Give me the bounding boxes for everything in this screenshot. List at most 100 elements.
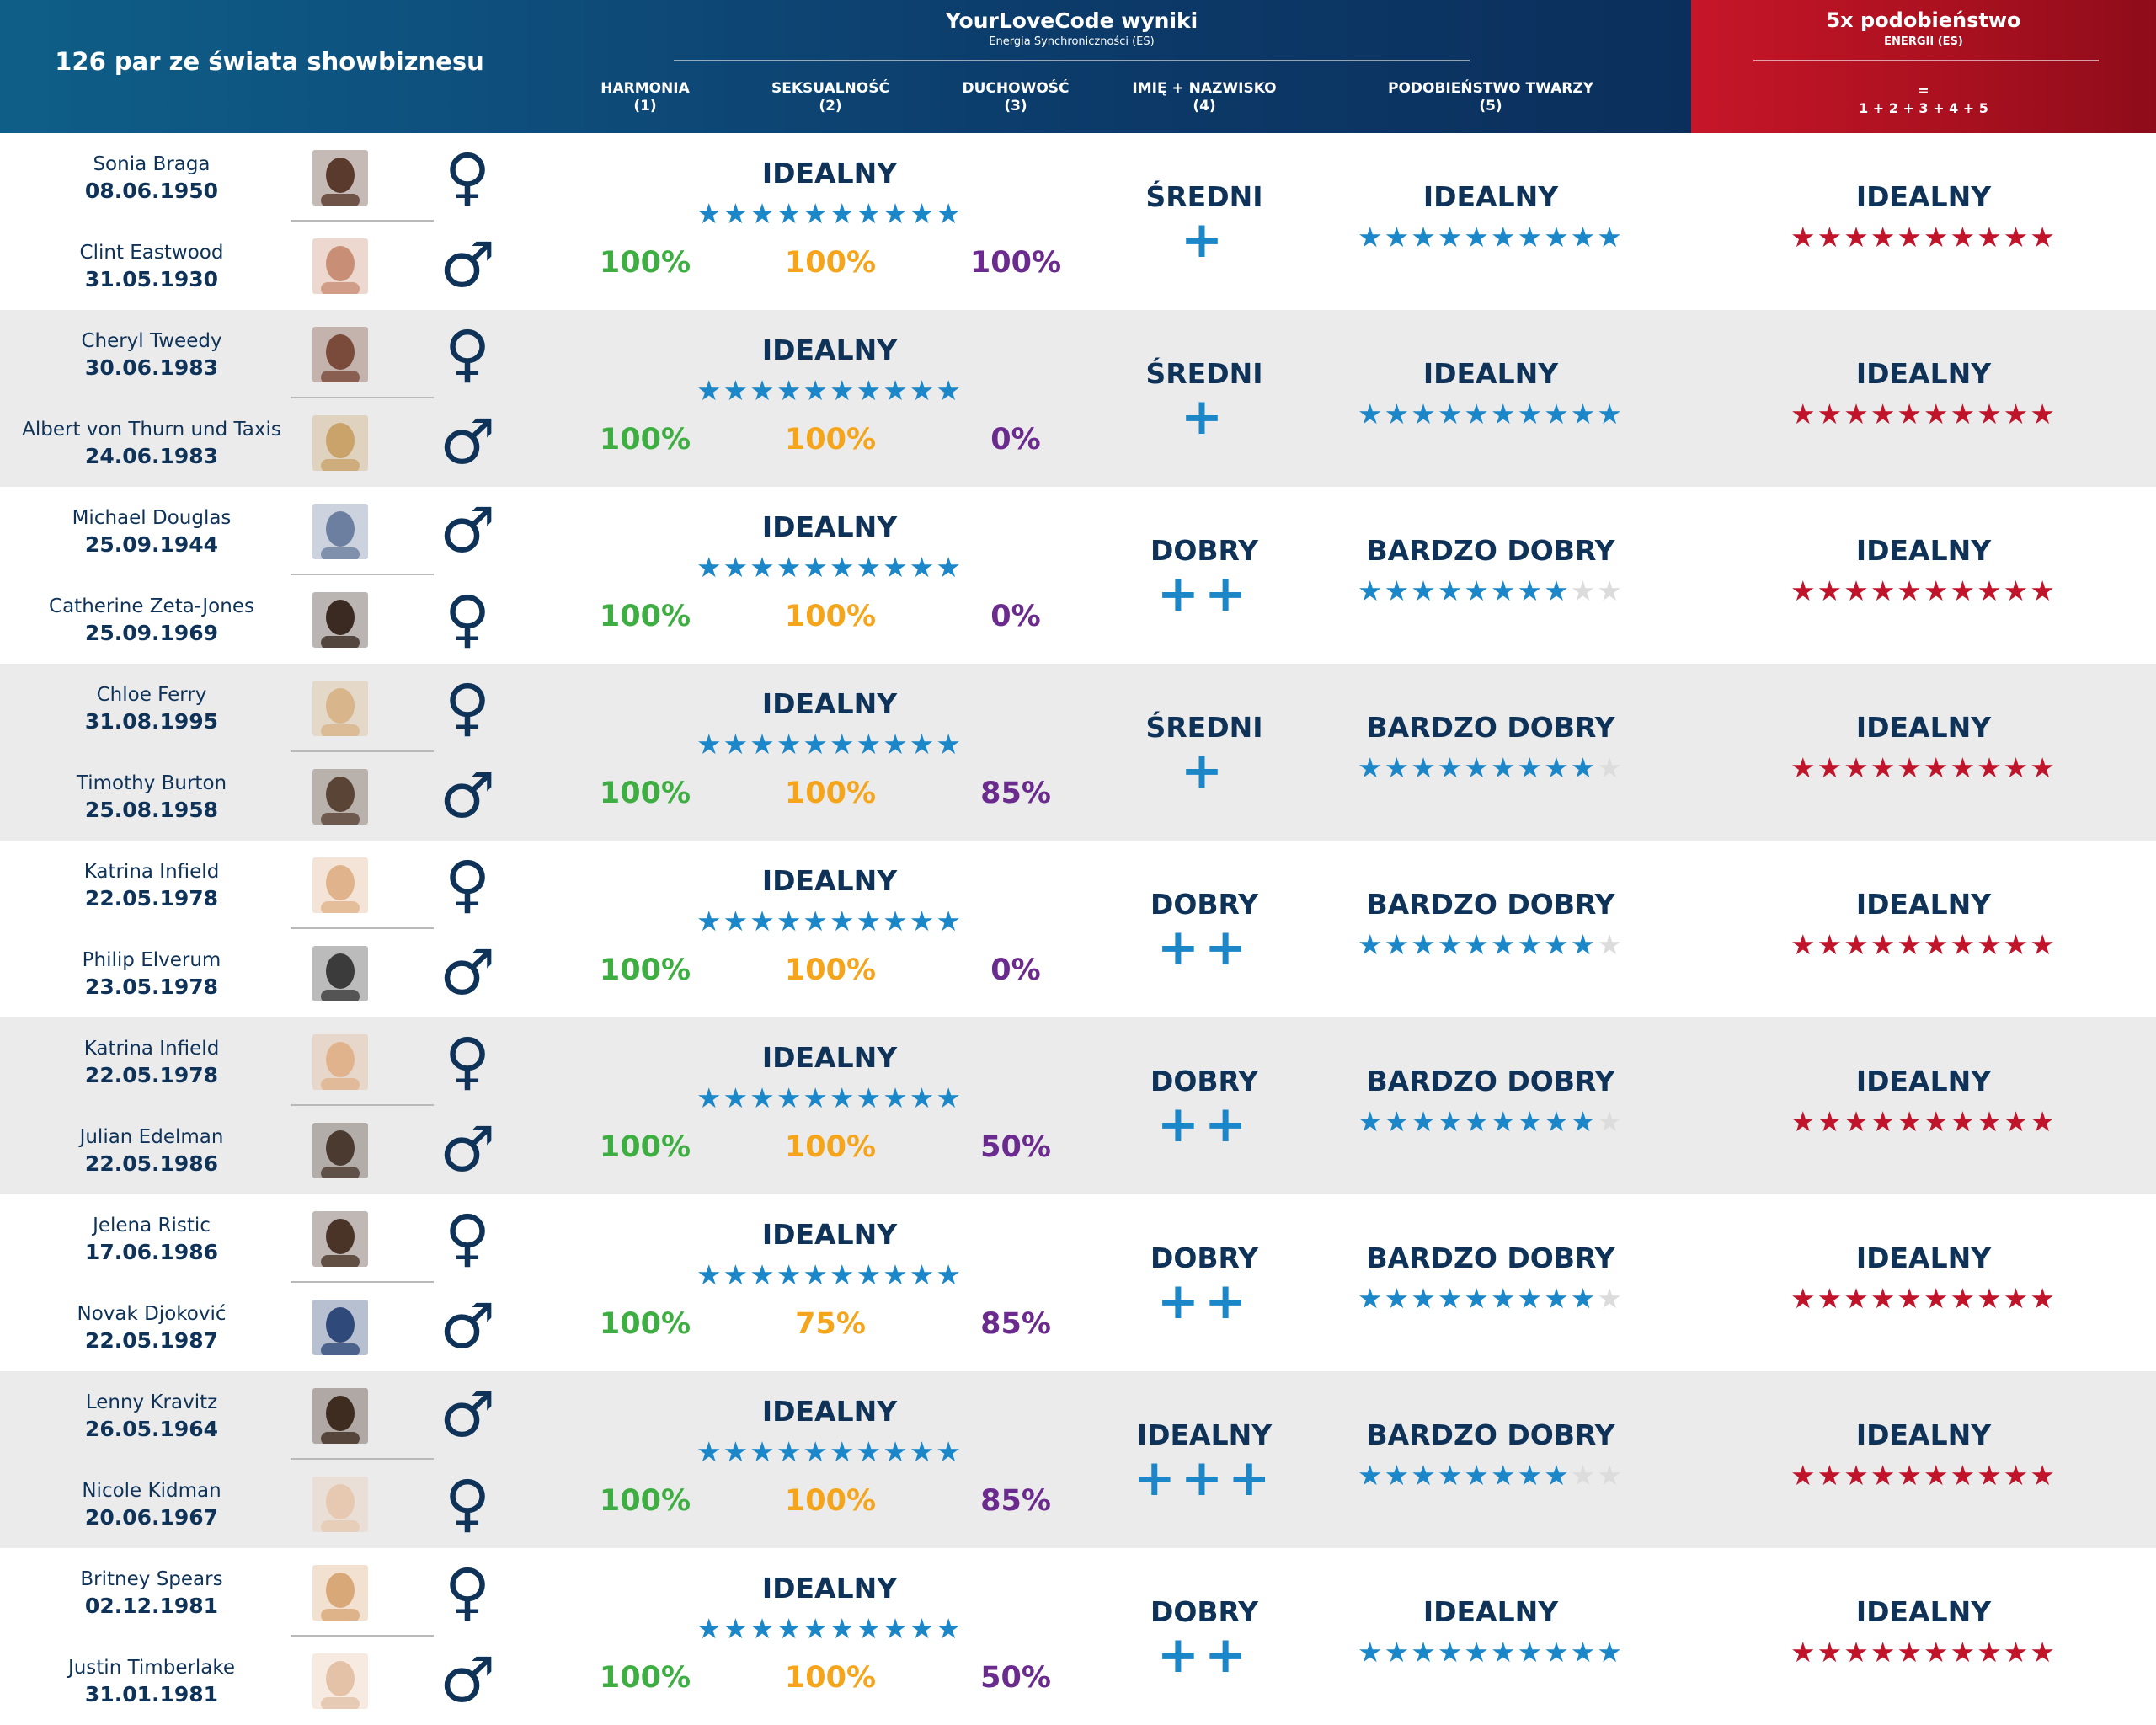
star-filled-icon: ★ [1924,1105,1951,1138]
star-filled-icon: ★ [1358,1459,1385,1492]
star-filled-icon: ★ [1977,1282,2004,1315]
es-rating: IDEALNY [761,157,898,190]
face-rating: IDEALNY [1422,180,1559,213]
person2-birthdate: 24.06.1983 [84,444,219,468]
star-filled-icon: ★ [909,551,937,584]
face-rating: IDEALNY [1422,357,1559,390]
star-filled-icon: ★ [1870,1105,1897,1138]
star-filled-icon: ★ [2030,928,2057,961]
star-filled-icon: ★ [1924,398,1951,430]
star-rating: ★★★★★★★★★★ [657,1260,1002,1290]
star-filled-icon: ★ [750,1081,776,1114]
star-rating: ★★★★★★★★★★ [1691,1107,2156,1137]
star-rating: ★★★★★★★★★★ [1314,1637,1668,1668]
person2-avatar [312,769,368,825]
column-seksualnosc-number: (2) [819,98,842,115]
person1-birthdate: 08.06.1950 [84,179,219,203]
star-filled-icon: ★ [750,197,776,230]
star-filled-icon: ★ [1491,1459,1518,1492]
male-symbol-icon: ♂ [439,1644,496,1717]
star-filled-icon: ★ [1570,398,1598,430]
star-filled-icon: ★ [1491,1282,1518,1315]
couple-row: Michael Douglas 25.09.1944 Catherine Zeta-… [0,487,2156,664]
star-filled-icon: ★ [750,1435,776,1468]
star-filled-icon: ★ [1977,398,2004,430]
star-filled-icon: ★ [1897,1459,1924,1492]
column-harmonia-number: (1) [633,98,657,115]
star-filled-icon: ★ [803,905,830,937]
seksualnosc-score: 100% [784,777,877,810]
es-rating: IDEALNY [761,1218,898,1251]
star-filled-icon: ★ [1790,221,1817,254]
star-filled-icon: ★ [696,1081,723,1114]
summary-formula-text: 1 + 2 + 3 + 4 + 5 [1859,100,1988,116]
star-filled-icon: ★ [909,728,937,761]
star-filled-icon: ★ [1844,928,1870,961]
star-rating: ★★★★★★★★★★ [1314,753,1668,783]
star-filled-icon: ★ [2030,398,2057,430]
couple-row: Katrina Infield 22.05.1978 Julian Edelman 2… [0,1017,2156,1194]
female-symbol-icon: ♀ [444,848,491,921]
star-filled-icon: ★ [723,905,750,937]
star-filled-icon: ★ [1977,1636,2004,1669]
female-symbol-icon: ♀ [444,1556,491,1628]
star-filled-icon: ★ [803,1612,830,1645]
column-seksualnosc: SEKSUALNOŚĆ (2) [712,80,948,115]
star-filled-icon: ★ [1897,1282,1924,1315]
star-filled-icon: ★ [1544,574,1571,607]
star-rating: ★★★★★★★★★★ [1691,576,2156,606]
summary-title: 5x podobieństwo [1826,8,2021,32]
star-filled-icon: ★ [1411,1459,1438,1492]
star-filled-icon: ★ [2030,574,2057,607]
person1-name: Sonia Braga [93,153,211,175]
column-twarz-label: PODOBIEŃSTWO TWARZY [1387,80,1594,97]
star-filled-icon: ★ [1570,1282,1598,1315]
star-filled-icon: ★ [856,905,883,937]
star-filled-icon: ★ [1870,398,1897,430]
summary-subtitle: ENERGII (ES) [1884,35,1963,48]
name-rating: ŚREDNI [1145,180,1263,213]
star-filled-icon: ★ [909,1435,937,1468]
star-rating: ★★★★★★★★★★ [1691,222,2156,253]
couple-row: Jelena Ristic 17.06.1986 Novak Djoković 22.… [0,1194,2156,1371]
star-filled-icon: ★ [1384,928,1412,961]
es-rating: IDEALNY [761,1041,898,1074]
star-filled-icon: ★ [1358,1282,1385,1315]
star-filled-icon: ★ [1517,398,1545,430]
seksualnosc-score: 100% [784,1484,877,1518]
star-filled-icon: ★ [830,1258,857,1291]
star-filled-icon: ★ [1544,928,1571,961]
person2-birthdate: 23.05.1978 [84,975,219,999]
seksualnosc-score: 75% [795,1307,866,1341]
star-rating: ★★★★★★★★★★ [657,1437,1002,1467]
star-empty-icon: ★ [1597,574,1624,607]
star-filled-icon: ★ [1924,1459,1951,1492]
star-filled-icon: ★ [1570,751,1598,784]
name-rating: DOBRY [1150,1242,1259,1274]
star-filled-icon: ★ [1950,398,1977,430]
person1-avatar [312,1388,368,1444]
total-rating: IDEALNY [1855,1418,1992,1451]
star-filled-icon: ★ [1491,574,1518,607]
star-filled-icon: ★ [830,1081,857,1114]
star-filled-icon: ★ [1411,1636,1438,1669]
star-filled-icon: ★ [1870,751,1897,784]
star-filled-icon: ★ [909,1081,937,1114]
person1-birthdate: 30.06.1983 [84,355,219,380]
star-filled-icon: ★ [1897,751,1924,784]
person1-avatar [312,681,368,736]
star-filled-icon: ★ [1411,398,1438,430]
star-filled-icon: ★ [1790,574,1817,607]
duchowosc-score: 85% [980,1307,1051,1341]
star-filled-icon: ★ [856,551,883,584]
face-rating: BARDZO DOBRY [1366,888,1615,921]
name-plus-icons: ++ [1156,1626,1252,1685]
star-filled-icon: ★ [1977,574,2004,607]
star-filled-icon: ★ [1790,1636,1817,1669]
star-filled-icon: ★ [1790,1105,1817,1138]
es-rating: IDEALNY [761,334,898,366]
star-filled-icon: ★ [2030,1105,2057,1138]
star-filled-icon: ★ [1950,221,1977,254]
es-rating: IDEALNY [761,1395,898,1428]
star-filled-icon: ★ [1464,398,1491,430]
